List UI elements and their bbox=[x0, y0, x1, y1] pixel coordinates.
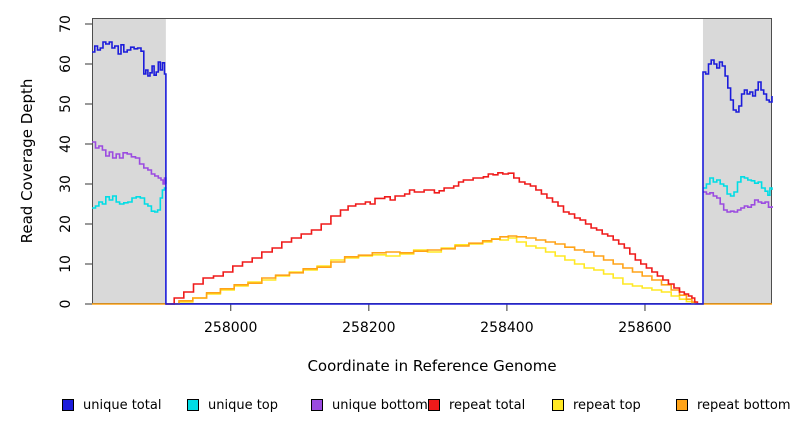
legend-item-repeat-total: repeat total bbox=[428, 397, 526, 413]
legend-item-repeat-bottom: repeat bottom bbox=[676, 397, 791, 413]
plot-frame bbox=[92, 18, 772, 304]
series-line-unique-bottom bbox=[92, 141, 167, 185]
x-tick-label: 258200 bbox=[342, 320, 396, 336]
legend-label: unique top bbox=[208, 397, 279, 413]
series-line-repeat-total bbox=[165, 172, 699, 305]
y-tick-label: 30 bbox=[58, 175, 74, 193]
legend-label: unique bottom bbox=[332, 397, 428, 413]
series-line-unique-total bbox=[92, 41, 773, 305]
y-tick-label: 0 bbox=[58, 299, 74, 309]
shaded-region bbox=[702, 18, 772, 304]
x-axis-title: Coordinate in Reference Genome bbox=[307, 357, 557, 375]
legend-item-repeat-top: repeat top bbox=[552, 397, 641, 413]
y-tick-label: 40 bbox=[58, 135, 74, 153]
series-line-unique-top bbox=[703, 176, 773, 197]
y-tick-label: 10 bbox=[58, 255, 74, 273]
y-axis-title: Read Coverage Depth bbox=[18, 78, 36, 244]
x-tick-label: 258400 bbox=[480, 320, 534, 336]
y-tick-label: 20 bbox=[58, 215, 74, 233]
legend-swatch-icon bbox=[428, 399, 440, 411]
legend-swatch-icon bbox=[311, 399, 323, 411]
legend-item-unique-top: unique top bbox=[187, 397, 279, 413]
series-line-unique-top bbox=[92, 187, 167, 213]
y-tick-label: 60 bbox=[58, 55, 74, 73]
legend-label: unique total bbox=[83, 397, 162, 413]
plot-border bbox=[92, 18, 772, 304]
coverage-series-lines bbox=[92, 41, 773, 305]
y-tick-label: 50 bbox=[58, 95, 74, 113]
shaded-region bbox=[92, 18, 166, 304]
axis-ticks bbox=[85, 23, 646, 311]
legend-swatch-icon bbox=[552, 399, 564, 411]
legend-item-unique-bottom: unique bottom bbox=[311, 397, 428, 413]
legend-label: repeat top bbox=[573, 397, 641, 413]
legend-label: repeat total bbox=[449, 397, 526, 413]
x-tick-label: 258600 bbox=[618, 320, 672, 336]
legend-swatch-icon bbox=[676, 399, 688, 411]
series-line-unique-bottom bbox=[703, 191, 773, 213]
series-line-repeat-top bbox=[165, 237, 696, 305]
legend-item-unique-total: unique total bbox=[62, 397, 162, 413]
series-line-repeat-bottom bbox=[92, 235, 772, 305]
legend-swatch-icon bbox=[187, 399, 199, 411]
y-tick-label: 70 bbox=[58, 15, 74, 33]
legend-label: repeat bottom bbox=[697, 397, 791, 413]
shaded-unique-regions bbox=[92, 18, 772, 304]
x-tick-label: 258000 bbox=[204, 320, 258, 336]
legend-swatch-icon bbox=[62, 399, 74, 411]
